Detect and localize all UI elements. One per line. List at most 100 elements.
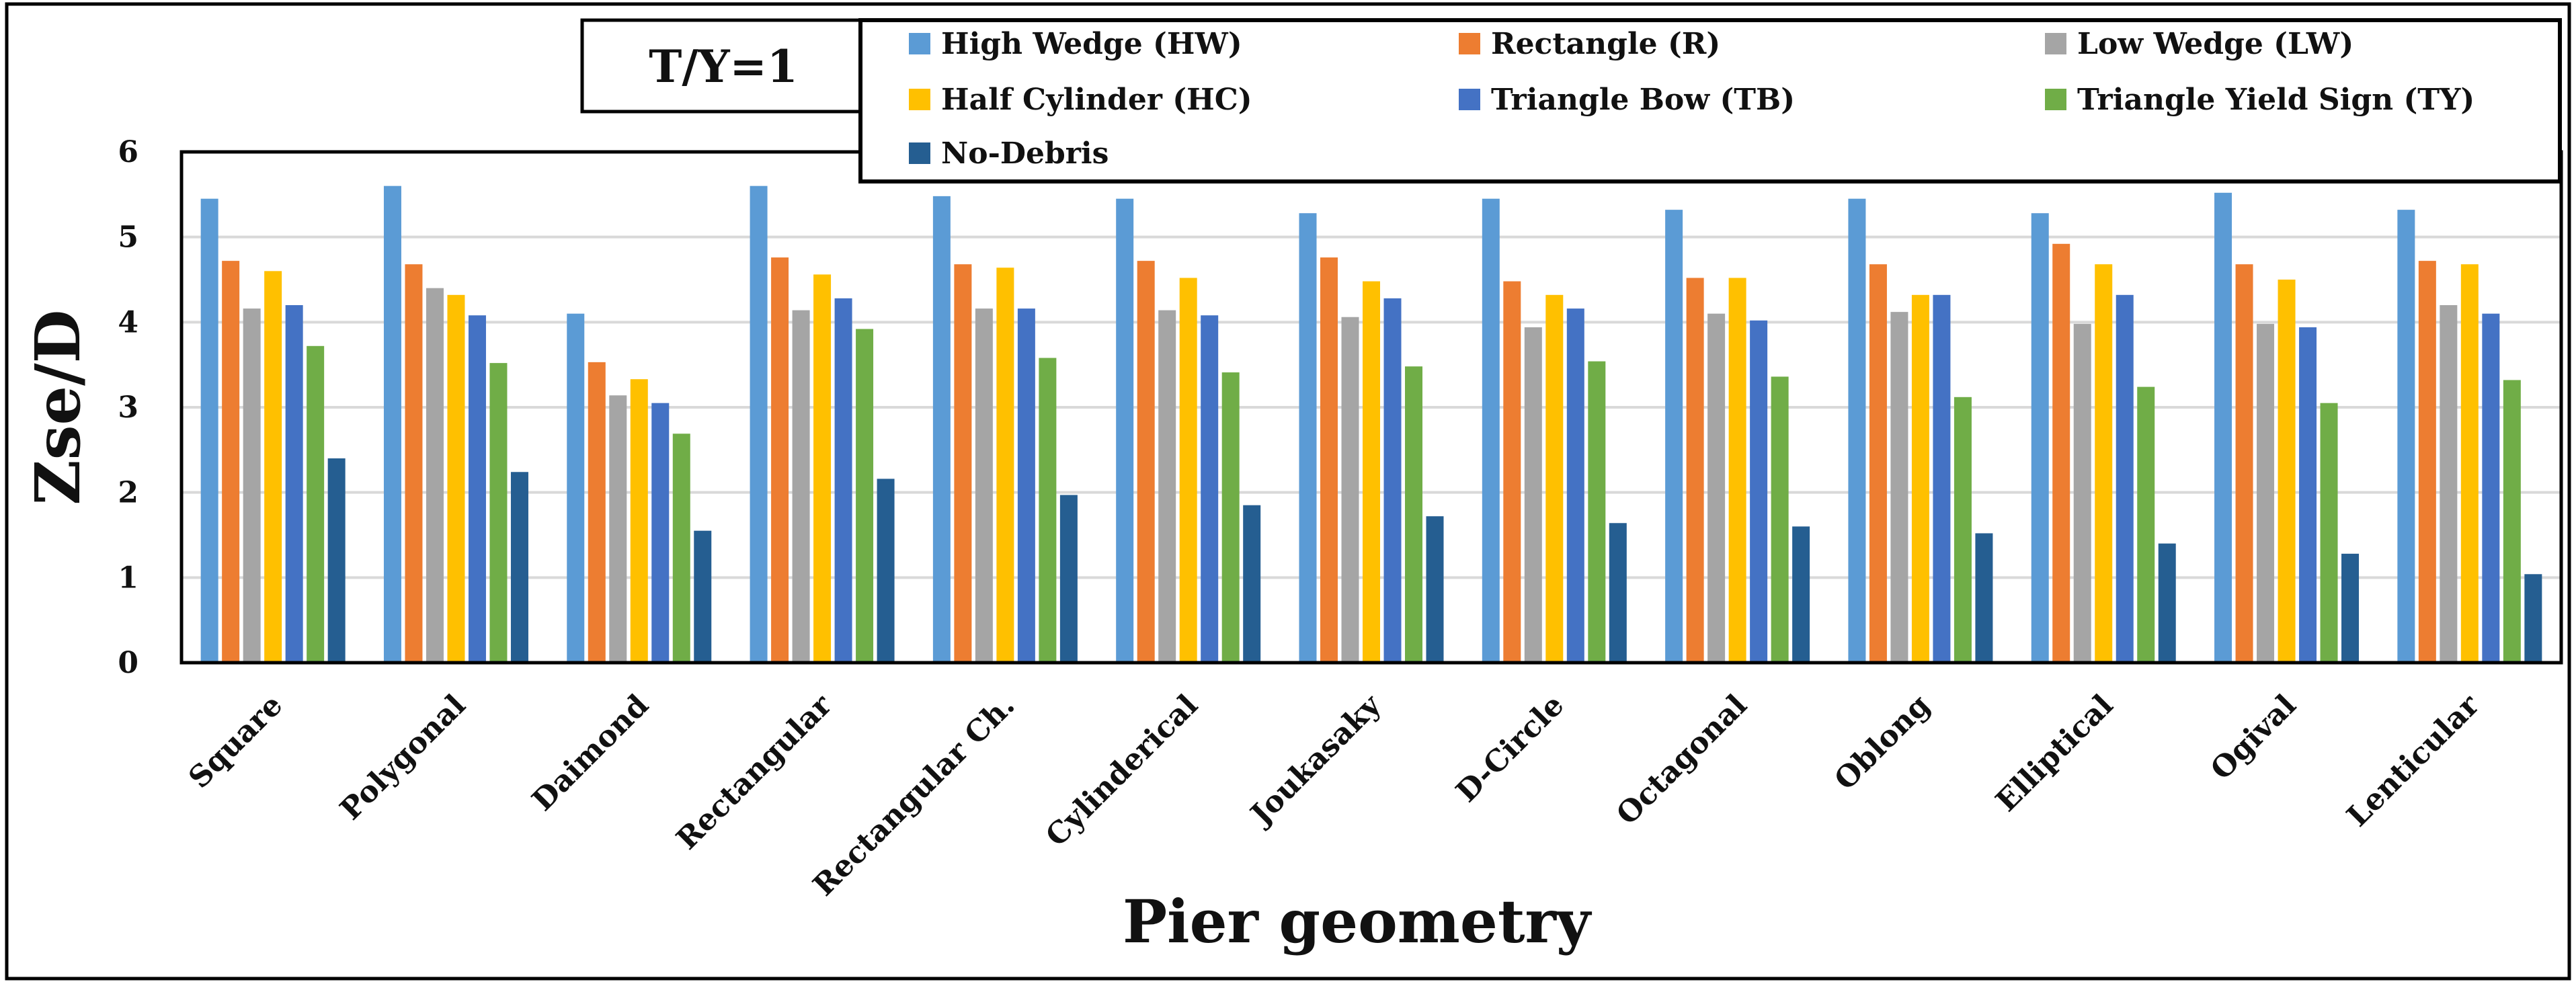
bar xyxy=(1017,308,1035,663)
legend: High Wedge (HW) Rectangle (R) Low Wedge (L… xyxy=(858,18,2562,183)
bar xyxy=(1524,327,1542,663)
bar xyxy=(510,472,528,663)
bar xyxy=(2116,294,2134,663)
legend-swatch xyxy=(909,89,930,110)
bar xyxy=(609,395,627,663)
bar xyxy=(327,458,346,663)
bar xyxy=(1869,264,1887,663)
bar xyxy=(1426,516,1444,663)
bar xyxy=(2482,313,2500,663)
bar xyxy=(243,308,261,663)
bar xyxy=(2299,327,2317,663)
bar xyxy=(1137,261,1155,663)
y-tick-label: 2 xyxy=(118,476,138,510)
bar-group xyxy=(567,313,712,663)
bar xyxy=(1566,308,1584,663)
bar xyxy=(954,264,972,663)
bar xyxy=(1545,294,1564,663)
bar xyxy=(2524,574,2542,663)
bar xyxy=(468,315,486,663)
bar xyxy=(1363,281,1380,663)
bar-group xyxy=(932,196,1078,663)
legend-border xyxy=(858,18,2562,183)
bar xyxy=(2440,305,2458,663)
bar xyxy=(1588,361,1606,663)
bar xyxy=(264,271,282,663)
y-axis-title: Zse/D xyxy=(22,310,94,505)
bar xyxy=(2257,323,2275,663)
bar xyxy=(2397,210,2415,663)
legend-swatch xyxy=(2045,33,2066,54)
legend-label: High Wedge (HW) xyxy=(941,27,1242,61)
y-tick-label: 1 xyxy=(118,561,138,595)
bar xyxy=(2278,280,2296,663)
bar xyxy=(877,479,895,663)
bar xyxy=(1179,278,1197,663)
bar xyxy=(2137,386,2155,663)
bar xyxy=(1039,358,1057,663)
bar xyxy=(1771,376,1789,663)
bar-group xyxy=(2397,210,2542,663)
bar xyxy=(1890,312,1908,663)
y-tick-label: 4 xyxy=(118,305,138,339)
bar xyxy=(567,313,585,663)
bar-group xyxy=(750,185,895,663)
bar xyxy=(1320,257,1338,663)
bar xyxy=(771,257,789,663)
bar-group xyxy=(200,198,346,663)
bar xyxy=(996,267,1014,663)
legend-swatch xyxy=(1459,33,1480,54)
bar xyxy=(792,310,810,663)
legend-item: No-Debris xyxy=(909,136,1109,171)
bar xyxy=(834,298,852,663)
bar-group xyxy=(2214,192,2360,663)
legend-label: Rectangle (R) xyxy=(1491,27,1720,61)
bar xyxy=(200,198,218,663)
bar xyxy=(672,434,690,663)
y-tick-label: 5 xyxy=(118,220,138,255)
bar xyxy=(447,294,465,663)
bar xyxy=(285,305,303,663)
annotation-box: T/Y=1 xyxy=(580,18,867,114)
bar xyxy=(2095,264,2113,663)
annotation-label: T/Y=1 xyxy=(649,40,798,93)
bar xyxy=(588,362,606,663)
bar xyxy=(651,403,670,663)
bar xyxy=(489,363,508,663)
legend-swatch xyxy=(1459,89,1480,110)
bar xyxy=(426,288,444,663)
bar xyxy=(1383,298,1402,663)
legend-label: Half Cylinder (HC) xyxy=(941,83,1252,117)
bar xyxy=(1221,372,1240,663)
x-axis-title: Pier geometry xyxy=(1123,886,1593,956)
legend-label: No-Debris xyxy=(941,136,1109,171)
bar xyxy=(2052,243,2070,663)
bar xyxy=(1299,213,1317,663)
bar xyxy=(383,185,401,663)
bar xyxy=(1792,526,1810,663)
bar xyxy=(694,530,712,663)
y-tick-label: 6 xyxy=(118,135,138,169)
bar xyxy=(1686,278,1704,663)
bar xyxy=(975,308,993,663)
bar-group xyxy=(383,185,528,663)
y-tick-label: 0 xyxy=(118,646,138,680)
bar-group xyxy=(1665,210,1810,663)
bar xyxy=(1116,198,1134,663)
bar-group xyxy=(1848,198,1993,663)
legend-item: Triangle Yield Sign (TY) xyxy=(2045,83,2474,117)
y-tick-label: 3 xyxy=(118,390,138,425)
bar xyxy=(2214,192,2232,663)
bar xyxy=(1243,505,1261,663)
legend-label: Triangle Yield Sign (TY) xyxy=(2077,83,2474,117)
bar xyxy=(1848,198,1866,663)
bar xyxy=(2503,380,2521,663)
bar xyxy=(2235,264,2253,663)
bar xyxy=(2031,213,2049,663)
bar xyxy=(307,345,325,663)
bar xyxy=(1341,317,1359,663)
bar xyxy=(2320,403,2338,663)
bar xyxy=(2460,264,2479,663)
